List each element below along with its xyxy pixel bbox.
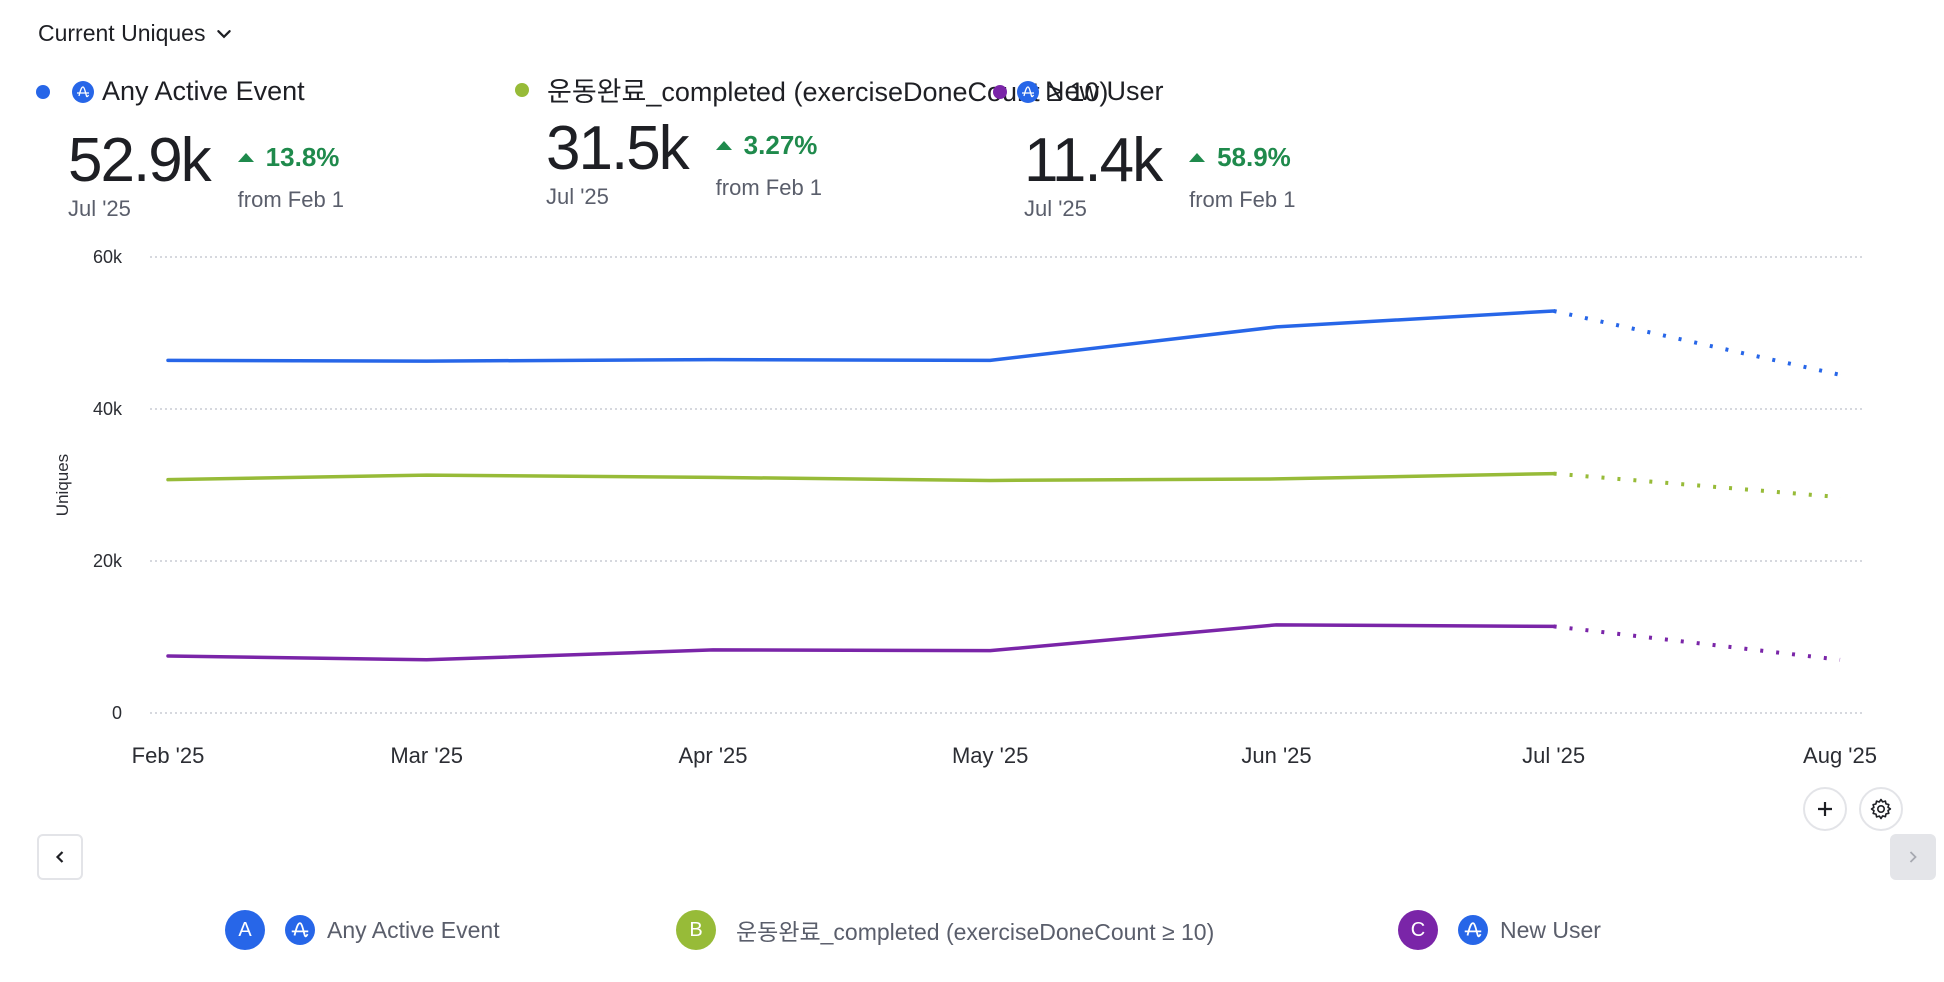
kpi-date: Jul '25 xyxy=(68,196,131,221)
line-chart: 0 20k 40k 60k Uniques Feb '25 Mar '25 Apr '25… xyxy=(53,247,1877,768)
kpi-any-active-event: 52.9k Jul '25 13.8% from Feb 1 xyxy=(68,130,344,222)
x-tick-label: Aug '25 xyxy=(1803,743,1877,768)
x-tick-label: Jun '25 xyxy=(1241,743,1311,768)
y-tick-label: 0 xyxy=(112,703,122,723)
x-tick-label: Apr '25 xyxy=(679,743,748,768)
amplitude-icon xyxy=(285,915,315,945)
legend-item-b[interactable]: B 운동완료_completed (exerciseDoneCount ≥ 10… xyxy=(676,910,1214,950)
trend-up-icon xyxy=(715,141,732,150)
series-line xyxy=(166,623,1556,662)
x-tick-label: Mar '25 xyxy=(390,743,463,768)
series-lines xyxy=(166,309,1841,662)
amplitude-icon xyxy=(1017,80,1039,103)
series-line xyxy=(166,309,1556,363)
kpi-exercise-completed: 31.5k Jul '25 3.27% from Feb 1 xyxy=(546,118,822,210)
chevron-right-icon xyxy=(1909,851,1917,863)
kpi-header-new-user: New User xyxy=(993,76,1164,107)
series-3 xyxy=(166,623,1841,662)
series-badge: B xyxy=(676,910,716,950)
kpi-label: 운동완료_completed (exerciseDoneCount ≥ 10) xyxy=(547,77,1109,107)
y-tick-label: 60k xyxy=(93,247,123,267)
kpi-date: Jul '25 xyxy=(546,184,609,209)
series-color-dot xyxy=(36,84,50,99)
series-1 xyxy=(166,309,1841,377)
series-color-dot xyxy=(993,84,1007,99)
plus-icon xyxy=(1818,802,1832,816)
series-2 xyxy=(166,471,1841,500)
settings-button[interactable] xyxy=(1859,787,1903,831)
x-tick-label: Jul '25 xyxy=(1522,743,1585,768)
kpi-date: Jul '25 xyxy=(1024,196,1087,221)
series-forecast-line xyxy=(1553,309,1841,377)
series-forecast-line xyxy=(1553,471,1841,500)
kpi-label: Any Active Event xyxy=(102,76,305,106)
y-tick-label: 40k xyxy=(93,399,123,419)
y-tick-label: 20k xyxy=(93,551,123,571)
series-badge: A xyxy=(225,910,265,950)
chart-legend: A Any Active Event B 운동완료_completed (exe… xyxy=(0,910,1944,960)
legend-label: New User xyxy=(1500,916,1601,943)
series-color-dot xyxy=(515,82,529,97)
series-line xyxy=(166,471,1556,483)
kpi-label: New User xyxy=(1045,76,1164,106)
kpi-new-user: 11.4k Jul '25 58.9% from Feb 1 xyxy=(1024,130,1295,222)
series-forecast-line xyxy=(1553,624,1841,662)
kpi-change-from: from Feb 1 xyxy=(715,175,823,200)
legend-label: Any Active Event xyxy=(327,916,500,943)
previous-button[interactable] xyxy=(37,834,83,880)
grid-lines xyxy=(150,256,1862,714)
trend-up-icon xyxy=(237,153,254,162)
metric-selector-dropdown[interactable]: Current Uniques xyxy=(38,20,233,47)
chevron-down-icon xyxy=(217,29,232,38)
kpi-value: 31.5k xyxy=(546,114,690,183)
metric-selector-label: Current Uniques xyxy=(38,20,206,46)
kpi-change: 58.9% xyxy=(1189,142,1295,173)
kpi-value: 52.9k xyxy=(68,126,212,195)
kpi-change: 3.27% xyxy=(715,130,822,161)
amplitude-icon xyxy=(1458,915,1488,945)
kpi-header-exercise-completed: 운동완료_completed (exerciseDoneCount ≥ 10) xyxy=(515,70,1108,109)
legend-label: 운동완료_completed (exerciseDoneCount ≥ 10) xyxy=(736,919,1215,945)
kpi-change-from: from Feb 1 xyxy=(1189,187,1296,212)
kpi-value: 11.4k xyxy=(1024,126,1163,195)
y-axis-label: Uniques xyxy=(53,454,72,516)
kpi-change: 13.8% xyxy=(237,142,344,173)
add-button[interactable] xyxy=(1803,787,1847,831)
kpi-header-any-active-event: Any Active Event xyxy=(36,76,305,107)
chevron-left-icon xyxy=(55,851,64,863)
next-button[interactable] xyxy=(1890,834,1936,880)
amplitude-icon xyxy=(72,80,94,103)
gear-icon xyxy=(1870,798,1892,820)
x-tick-label: Feb '25 xyxy=(132,743,205,768)
x-tick-label: May '25 xyxy=(952,743,1028,768)
series-badge: C xyxy=(1398,910,1438,950)
kpi-change-from: from Feb 1 xyxy=(237,187,345,212)
y-axis-ticks: 0 20k 40k 60k xyxy=(93,247,123,723)
trend-up-icon xyxy=(1189,153,1206,162)
legend-item-a[interactable]: A Any Active Event xyxy=(225,910,500,950)
x-axis-ticks: Feb '25 Mar '25 Apr '25 May '25 Jun '25 Jul '… xyxy=(132,743,1877,768)
legend-item-c[interactable]: C New User xyxy=(1398,910,1601,950)
